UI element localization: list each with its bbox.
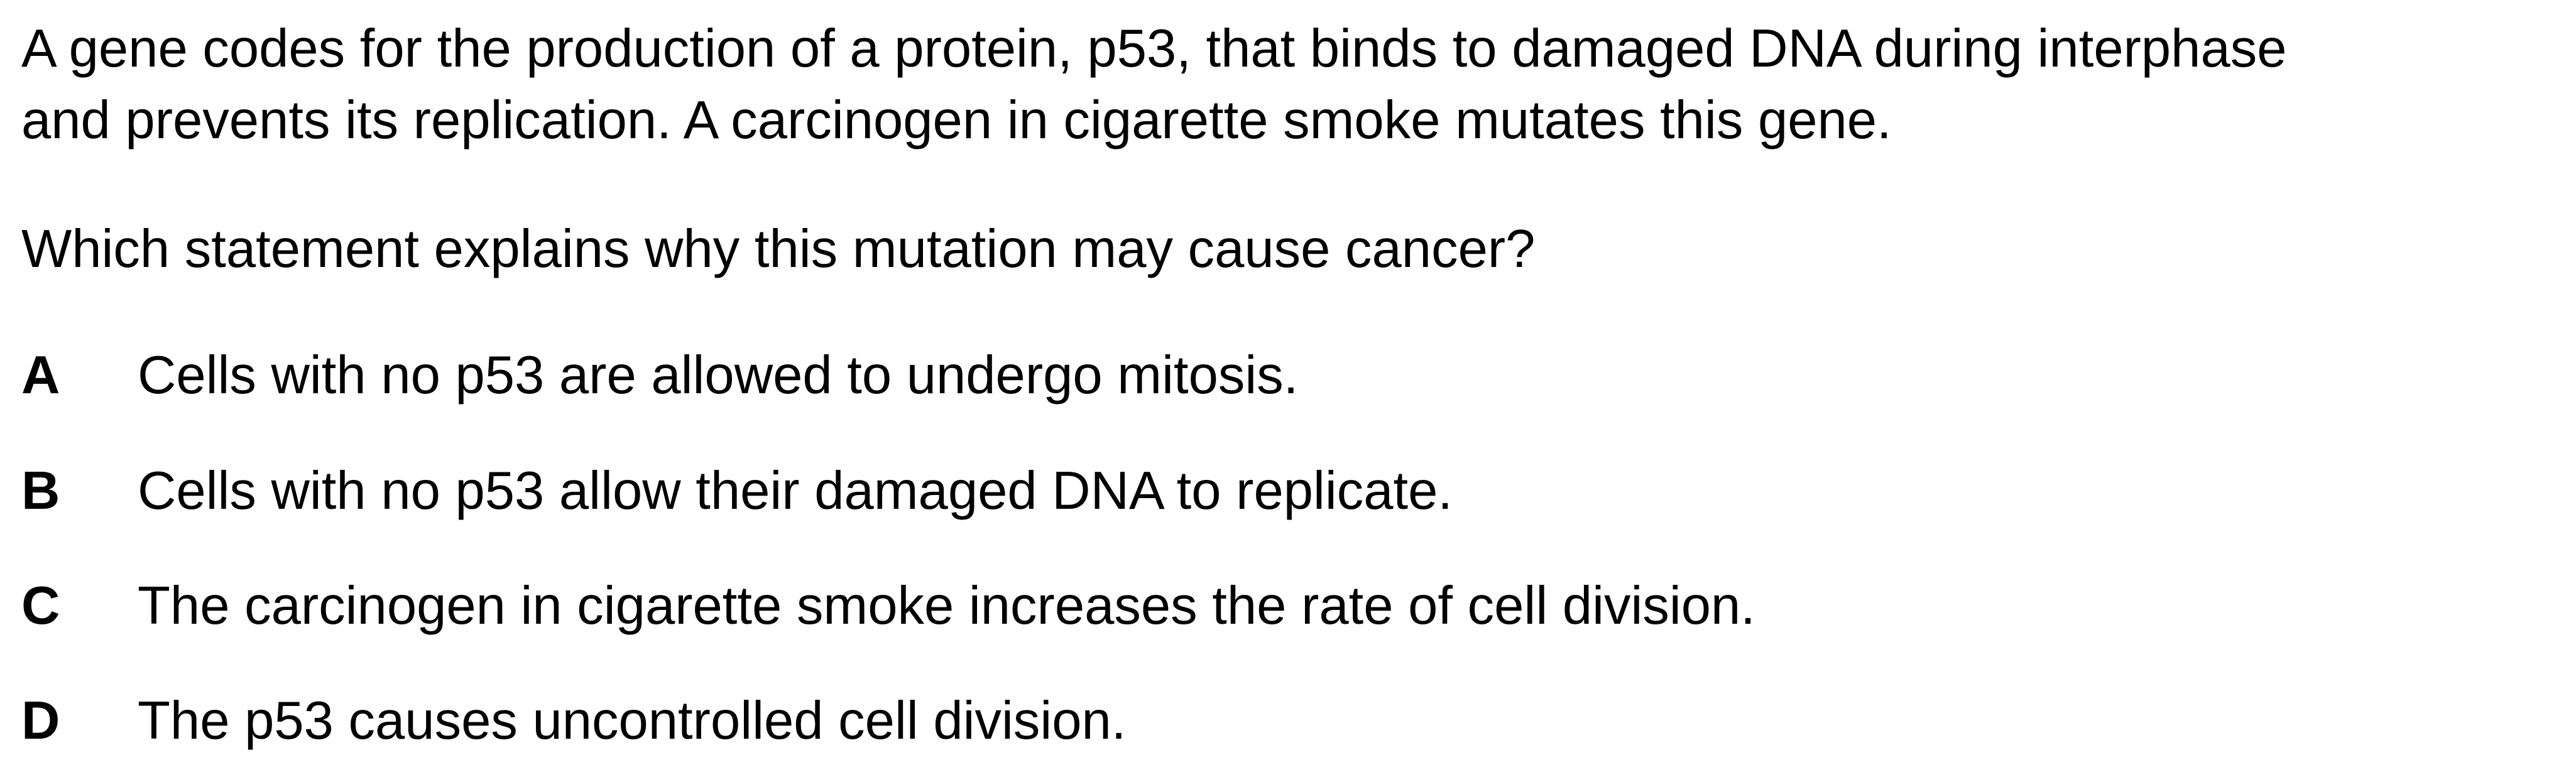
option-b[interactable]: B Cells with no p53 allow their damaged … <box>21 460 2560 523</box>
option-text: Cells with no p53 are allowed to undergo… <box>138 345 1299 405</box>
question-stem-line-2: and prevents its replication. A carcinog… <box>21 90 1892 150</box>
option-d[interactable]: D The p53 causes uncontrolled cell divis… <box>21 690 2560 753</box>
option-c[interactable]: C The carcinogen in cigarette smoke incr… <box>21 575 2560 638</box>
question-page: A gene codes for the production of a pro… <box>21 0 2560 772</box>
question-prompt: Which statement explains why this mutati… <box>21 219 1536 279</box>
option-text: The carcinogen in cigarette smoke increa… <box>138 576 1755 636</box>
option-letter: A <box>21 345 60 405</box>
question-stem-line-1: A gene codes for the production of a pro… <box>21 19 2287 79</box>
option-text: Cells with no p53 allow their damaged DN… <box>138 461 1453 521</box>
option-letter: C <box>21 576 60 636</box>
option-letter: D <box>21 691 60 751</box>
option-letter: B <box>21 461 60 521</box>
option-a[interactable]: A Cells with no p53 are allowed to under… <box>21 344 2560 407</box>
option-text: The p53 causes uncontrolled cell divisio… <box>138 691 1127 751</box>
